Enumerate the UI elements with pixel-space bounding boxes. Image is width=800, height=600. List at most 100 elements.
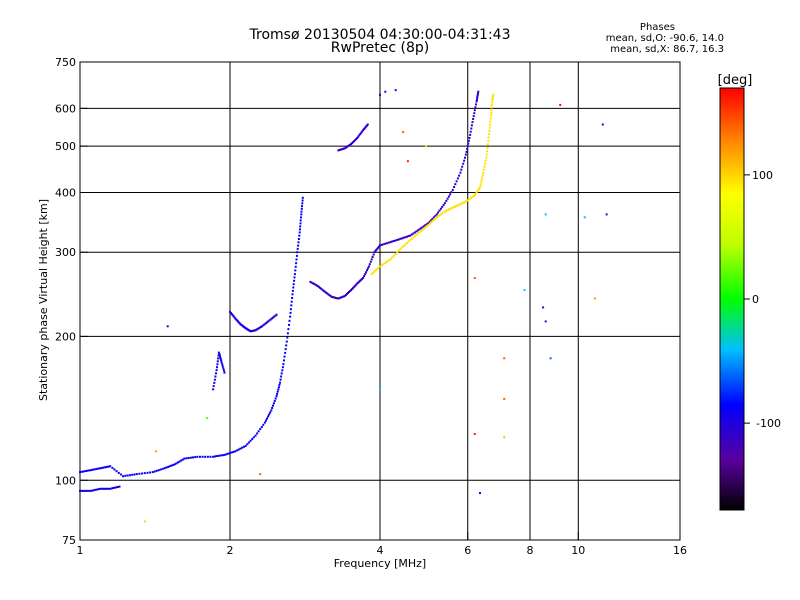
data-point [472,195,475,197]
data-point [165,466,168,469]
data-point [151,471,154,474]
data-point [301,202,304,205]
data-point [401,246,404,249]
data-point [99,467,102,470]
data-point [466,199,469,202]
data-point [473,112,476,115]
data-point [293,273,296,276]
data-point [109,487,112,490]
data-point [387,259,390,262]
data-point [135,473,138,476]
data-point [284,351,287,354]
data-point [489,117,492,120]
data-point [455,180,458,183]
data-point [167,465,170,468]
colorbar-tick-label: 0 [752,293,759,306]
data-point [117,471,120,474]
data-point [438,214,441,217]
stats-x-row: mean, sd,X: 86.7, 16.3 [610,44,724,55]
data-point [258,326,261,329]
data-point [273,399,276,402]
data-point [379,244,381,247]
axis-ticks: 1 2 4 6 8 10 16 75 100 200 300 400 500 600 750 [55,56,687,557]
data-point [593,297,596,300]
data-point [392,254,395,257]
data-point [298,231,301,234]
data-point [376,268,379,271]
data-point [215,455,218,458]
data-point [301,205,303,208]
data-point [294,269,297,272]
data-point [143,520,146,523]
data-point [459,171,462,174]
data-point [460,168,463,171]
data-point [263,323,266,326]
data-point [314,283,317,286]
data-point [477,92,479,95]
data-point [255,328,258,331]
y-tick-label: 750 [55,56,76,69]
data-point [482,171,485,174]
data-point [503,397,506,400]
data-point [269,318,272,321]
data-point [251,438,254,441]
data-point [94,468,97,471]
data-point [143,472,146,475]
data-point [115,486,118,489]
data-point [475,191,478,194]
data-point [446,197,449,200]
colorbar-tick-label: -100 [756,417,781,430]
data-point [376,247,379,250]
data-point [456,204,459,207]
data-point [273,315,276,318]
data-point [80,470,83,473]
data-point [289,308,292,311]
data-point [432,216,435,219]
data-point [416,229,419,232]
data-point [225,453,228,456]
data-point [485,153,488,156]
data-point [223,371,226,374]
data-point [437,211,440,214]
data-point [351,288,354,290]
data-point [219,358,222,361]
data-point [464,156,466,159]
data-point [430,221,433,224]
data-point [277,386,280,389]
data-point [256,327,259,330]
data-point [257,327,260,330]
data-point [262,423,265,426]
data-point [91,468,94,471]
data-point [212,388,215,391]
data-point [479,492,481,495]
data-point [268,319,271,322]
data-point [523,289,526,292]
data-point [463,201,466,204]
colorbar-tick-label: 100 [752,169,773,182]
data-point [387,241,390,244]
data-point [399,237,402,240]
data-point [350,289,353,292]
data-point [490,109,493,112]
data-point [487,139,490,142]
data-point [231,314,234,317]
colorbar-ticks: 100 0 -100 [744,169,781,430]
data-point [119,473,122,476]
data-point [386,260,388,263]
colorbar-label: [deg] [718,73,753,88]
data-point [449,207,452,210]
data-point [413,235,416,238]
data-point [450,191,453,194]
data-point [425,225,428,228]
data-point [399,247,402,250]
data-point [187,457,190,459]
data-point [268,413,271,416]
data-point [488,130,491,132]
data-point [469,133,472,136]
data-point [343,295,346,297]
data-point [328,294,331,297]
data-point [221,363,224,366]
data-point [291,293,294,296]
data-point [449,193,452,196]
data-point [341,295,344,298]
